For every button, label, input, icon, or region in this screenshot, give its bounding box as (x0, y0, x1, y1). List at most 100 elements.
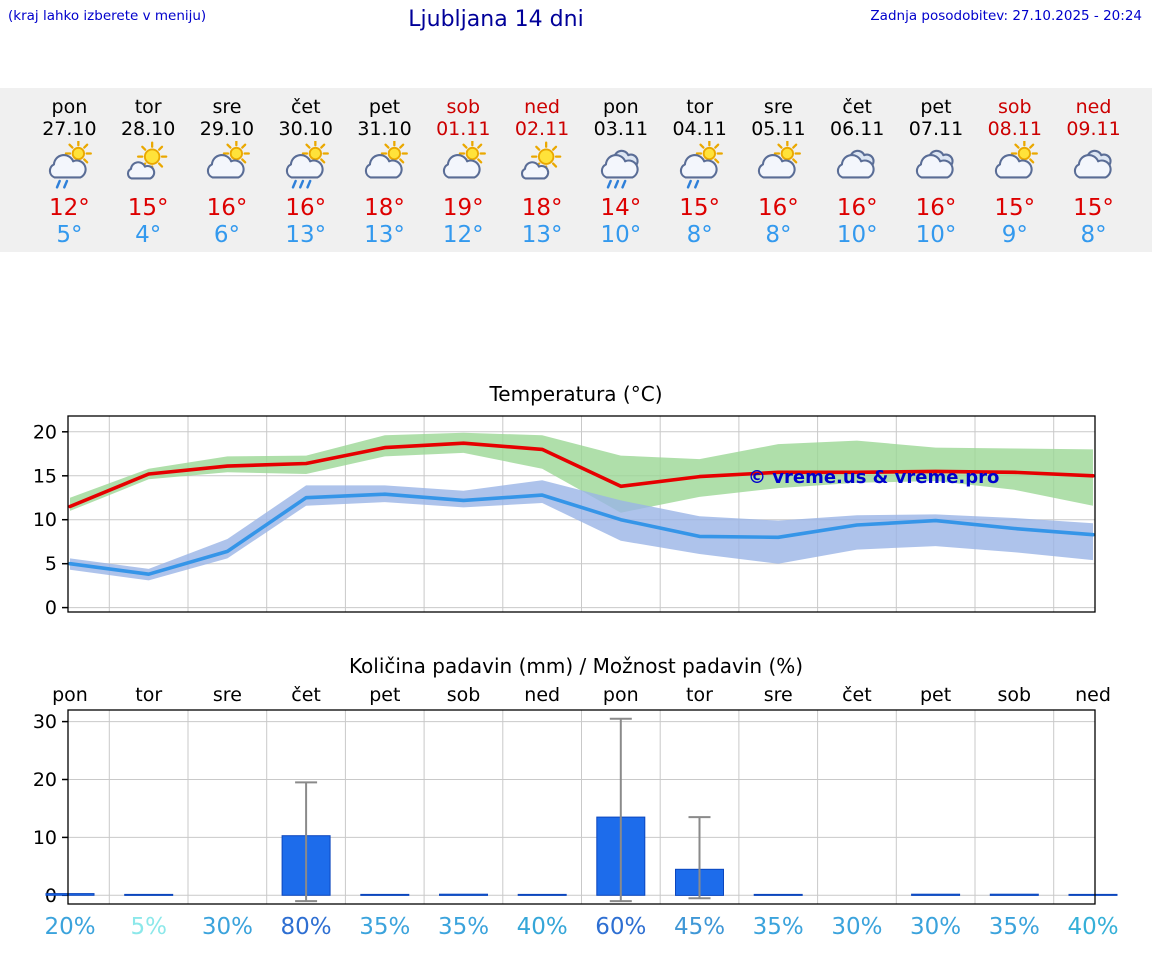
sun-small-cloud-icon (109, 141, 188, 193)
day-date: 09.11 (1066, 118, 1121, 140)
day-date: 07.11 (908, 118, 964, 140)
day-high-temp: 15° (994, 195, 1036, 221)
pop-label: 5% (130, 914, 167, 940)
day-date: 30.10 (278, 118, 333, 140)
precip-ytick-label: 10 (33, 827, 57, 849)
temp-ytick-label: 5 (45, 553, 57, 575)
day-low-temp: 6° (213, 222, 241, 248)
precip-day-label: pet (369, 684, 400, 706)
precip-day-label: tor (686, 684, 713, 706)
precipitation-chart: pon tor sre čet pet sob ned pon tor sre čet pet sob n… (33, 684, 1119, 940)
pop-label: 40% (517, 914, 568, 940)
sun-cloud-icon (345, 141, 424, 193)
ad-spacer (0, 252, 1152, 380)
day-name: sob (997, 96, 1032, 118)
day-name: čet (290, 96, 321, 118)
forecast-day-pon-27.10[interactable]: pon 27.10 12° 5° (30, 96, 109, 248)
forecast-day-pon-03.11[interactable]: pon 03.11 14° 10° (581, 96, 660, 248)
precip-bar (439, 893, 488, 896)
forecast-day-sre-29.10[interactable]: sre 29.10 16° 6° (188, 96, 267, 248)
line-min-temperatura (68, 492, 1095, 576)
sun-small-cloud-icon (503, 141, 582, 193)
temperature-chart-title: Temperatura (°C) (489, 382, 663, 406)
band-max-razpon (70, 432, 1093, 513)
day-date: 29.10 (199, 118, 255, 140)
temperature-chart-section: Temperatura (°C) 0 5 10 15 20 © vreme.us & vr… (0, 380, 1152, 626)
day-name: tor (134, 96, 162, 118)
day-date: 04.11 (672, 118, 727, 140)
day-high-temp: 12° (49, 195, 90, 221)
precip-day-label: sob (447, 684, 481, 706)
pop-label: 80% (281, 914, 332, 940)
forecast-day-sob-08.11[interactable]: sob 08.11 15° 9° (975, 96, 1054, 248)
day-high-temp: 19° (442, 195, 484, 221)
precipitation-chart-title: Količina padavin (mm) / Možnost padavin … (348, 654, 804, 678)
pop-label: 30% (202, 914, 253, 940)
forecast-day-ned-02.11[interactable]: ned 02.11 18° 13° (503, 96, 582, 248)
forecast-day-tor-04.11[interactable]: tor 04.11 15° 8° (660, 96, 739, 248)
day-low-temp: 10° (836, 222, 878, 248)
temp-ytick-label: 15 (33, 465, 57, 487)
day-low-temp: 13° (521, 222, 563, 248)
pop-label: 30% (910, 914, 961, 940)
sun-cloud-rain-icon (266, 141, 345, 193)
pop-label: 35% (989, 914, 1040, 940)
precip-day-label: sre (213, 684, 242, 706)
day-date: 28.10 (120, 118, 176, 140)
day-date: 06.11 (830, 118, 885, 140)
precip-ytick-label: 20 (33, 769, 57, 791)
day-high-temp: 15° (1073, 195, 1114, 221)
day-low-temp: 8° (765, 222, 792, 248)
day-high-temp: 16° (758, 195, 799, 221)
forecast-day-čet-06.11[interactable]: čet 06.11 16° 10° (818, 96, 897, 248)
precip-day-label: sre (764, 684, 793, 706)
forecast-day-ned-09.11[interactable]: ned 09.11 15° 8° (1054, 96, 1133, 248)
precip-bar (124, 893, 174, 896)
watermark: © vreme.us & vreme.pro (748, 467, 999, 488)
day-name: sob (446, 96, 481, 118)
forecast-day-tor-28.10[interactable]: tor 28.10 15° 4° (109, 96, 188, 248)
precip-day-label: pon (52, 684, 88, 706)
sun-cloud-icon (424, 141, 503, 193)
precip-day-label: ned (524, 684, 560, 706)
day-high-temp: 15° (679, 195, 721, 221)
pop-label: 45% (674, 914, 725, 940)
pop-label: 35% (438, 914, 489, 940)
line-max-temperatura (68, 441, 1095, 509)
band-min-razpon (70, 480, 1093, 581)
temp-ytick-label: 20 (33, 421, 57, 443)
day-high-temp: 18° (521, 195, 563, 221)
day-low-temp: 13° (364, 222, 405, 248)
day-low-temp: 5° (56, 222, 83, 248)
precip-bar (911, 893, 961, 896)
location-menu-hint: (kraj lahko izberete v meniju) (8, 8, 207, 24)
forecast-day-pet-07.11[interactable]: pet 07.11 16° 10° (897, 96, 976, 248)
cloud-icon (897, 141, 976, 193)
sun-cloud-showers-icon (660, 141, 739, 193)
last-update: Zadnja posodobitev: 27.10.2025 - 20:24 (870, 8, 1142, 24)
forecast-day-pet-31.10[interactable]: pet 31.10 18° 13° (345, 96, 424, 248)
pop-label: 35% (753, 914, 804, 940)
day-name: ned (1075, 96, 1112, 118)
cloud-icon (1054, 141, 1133, 193)
precipitation-chart-section: Količina padavin (mm) / Možnost padavin … (0, 652, 1152, 940)
forecast-day-sob-01.11[interactable]: sob 01.11 19° 12° (424, 96, 503, 248)
precip-day-label: tor (135, 684, 162, 706)
sun-cloud-icon (975, 141, 1054, 193)
forecast-day-sre-05.11[interactable]: sre 05.11 16° 8° (739, 96, 818, 248)
cloud-icon (818, 141, 897, 193)
temperature-chart: 0 5 10 15 20 © vreme.us & vreme.pro (33, 415, 1096, 619)
day-name: pon (602, 96, 639, 118)
day-low-temp: 9° (1001, 222, 1028, 248)
precip-bar (753, 893, 803, 896)
temp-ytick-label: 10 (33, 509, 57, 531)
pop-label: 40% (1067, 914, 1118, 940)
precip-day-label: čet (291, 684, 321, 706)
temp-ytick-label: 0 (45, 597, 57, 619)
precip-ytick-label: 30 (33, 711, 57, 733)
precip-day-label: pon (603, 684, 639, 706)
forecast-day-čet-30.10[interactable]: čet 30.10 16° 13° (266, 96, 345, 248)
day-date: 03.11 (593, 118, 649, 140)
day-date: 27.10 (42, 118, 97, 140)
precip-bar (45, 893, 95, 896)
